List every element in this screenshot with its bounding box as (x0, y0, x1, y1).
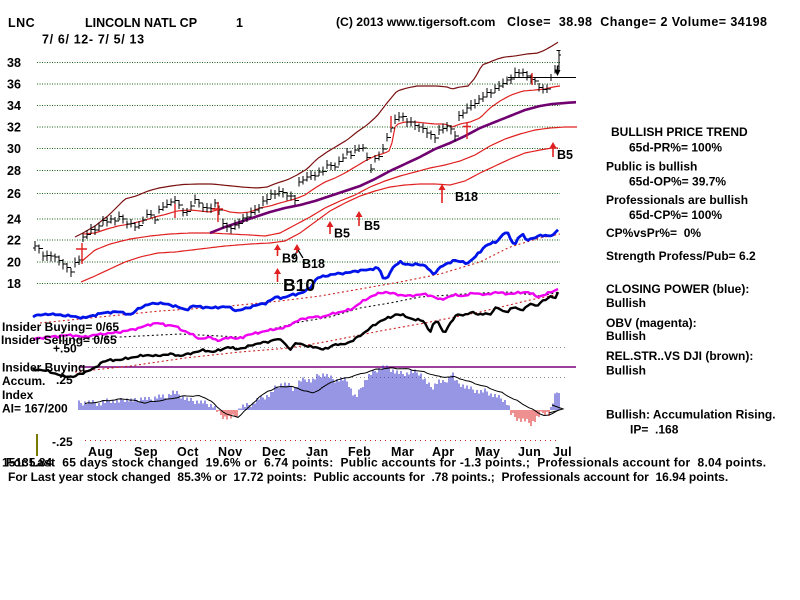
svg-text:26: 26 (7, 187, 21, 201)
svg-text:Bullish: Bullish (606, 364, 646, 378)
svg-text:Insider Selling= 0/65: Insider Selling= 0/65 (1, 333, 117, 347)
svg-text:18: 18 (7, 277, 21, 291)
svg-text:28: 28 (7, 164, 21, 178)
svg-text:Jan: Jan (306, 445, 328, 459)
svg-text:Bullish: Bullish (606, 296, 646, 310)
svg-text:Jun: Jun (518, 445, 541, 459)
svg-text:LNC: LNC (8, 16, 35, 30)
svg-text:Insider Buying: Insider Buying (2, 361, 85, 375)
svg-text:32: 32 (7, 121, 21, 135)
svg-text:Bullish: Accumulation Rising.: Bullish: Accumulation Rising. (606, 408, 776, 422)
svg-text:B18: B18 (302, 257, 325, 271)
svg-text:OBV (magenta):: OBV (magenta): (606, 316, 697, 330)
svg-text:Public is bullish: Public is bullish (606, 160, 697, 174)
svg-text:15135.84: 15135.84 (2, 456, 52, 470)
svg-text:36: 36 (7, 78, 21, 92)
svg-text:BULLISH PRICE TREND: BULLISH PRICE TREND (611, 125, 748, 139)
svg-text:(C) 2013 www.tigersoft.com: (C) 2013 www.tigersoft.com (336, 15, 496, 29)
svg-text:Index: Index (2, 388, 34, 402)
svg-text:20: 20 (7, 256, 21, 270)
svg-text:IP= .168: IP= .168 (630, 423, 679, 437)
svg-text:30: 30 (7, 142, 21, 156)
svg-text:65d-OP%= 39.7%: 65d-OP%= 39.7% (629, 175, 726, 189)
svg-text:34: 34 (7, 99, 21, 113)
svg-text:Sep: Sep (134, 445, 158, 459)
svg-text:Insider Buying= 0/65: Insider Buying= 0/65 (2, 320, 119, 334)
svg-text:Professionals are bullish: Professionals are bullish (606, 193, 748, 207)
svg-text:22: 22 (7, 234, 21, 248)
svg-text:Jul: Jul (553, 445, 572, 459)
svg-text:38: 38 (7, 56, 21, 70)
svg-text:Oct: Oct (177, 445, 199, 459)
svg-text:-.25: -.25 (52, 435, 73, 449)
svg-text:.25: .25 (56, 373, 73, 387)
svg-text:REL.STR..VS DJI (brown):: REL.STR..VS DJI (brown): (606, 349, 753, 363)
svg-text:Apr: Apr (432, 445, 454, 459)
svg-text:For Last 65 days stock change: For Last 65 days stock changed 19.6% or … (6, 456, 766, 470)
svg-text:Mar: Mar (391, 445, 414, 459)
svg-text:CLOSING POWER (blue):: CLOSING POWER (blue): (606, 282, 749, 296)
svg-text:B9: B9 (282, 252, 298, 266)
svg-text:AI= 167/200: AI= 167/200 (2, 402, 68, 416)
svg-text:CP%vsPr%= 0%: CP%vsPr%= 0% (606, 226, 701, 240)
svg-text:B5: B5 (364, 219, 380, 233)
svg-text:1: 1 (236, 16, 243, 30)
svg-text:LINCOLN NATL CP: LINCOLN NATL CP (85, 16, 197, 30)
svg-text:24: 24 (7, 213, 21, 227)
svg-text:Aug: Aug (88, 445, 113, 459)
svg-text:May: May (475, 445, 500, 459)
svg-text:+.50: +.50 (53, 342, 77, 356)
svg-text:65d-CP%= 100%: 65d-CP%= 100% (629, 208, 722, 222)
svg-text:Bullish: Bullish (606, 329, 646, 343)
svg-text:65d-PR%= 100%: 65d-PR%= 100% (629, 141, 722, 155)
svg-text:B10: B10 (283, 275, 315, 295)
svg-text:Accum.: Accum. (2, 374, 45, 388)
svg-text:7/ 6/ 12- 7/ 5/ 13: 7/ 6/ 12- 7/ 5/ 13 (42, 33, 145, 47)
svg-text:B18: B18 (455, 190, 478, 204)
svg-text:Feb: Feb (348, 445, 371, 459)
svg-text:Close= 38.98 Change= 2 Volum: Close= 38.98 Change= 2 Volume= 34198 (507, 15, 767, 29)
svg-text:Nov: Nov (218, 445, 243, 459)
svg-text:For Last year stock changed 8: For Last year stock changed 85.3% or 17.… (8, 470, 728, 484)
svg-text:Dec: Dec (262, 445, 286, 459)
svg-text:B5: B5 (334, 227, 350, 241)
svg-text:B5: B5 (557, 148, 573, 162)
svg-text:Strength Profess/Pub= 6.2: Strength Profess/Pub= 6.2 (606, 249, 756, 263)
